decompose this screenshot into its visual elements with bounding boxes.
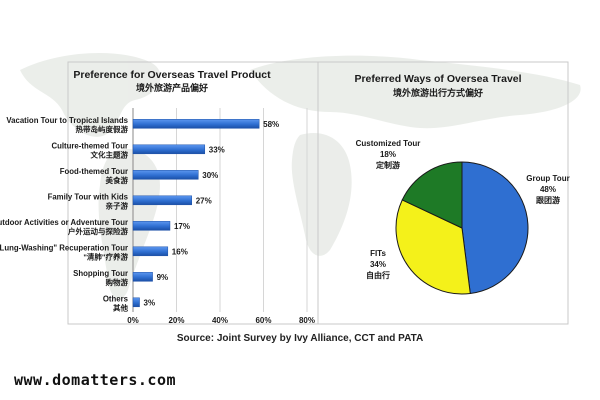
bar-value-label: 30% (202, 171, 218, 180)
slice-label-cn: 定制游 (375, 160, 400, 170)
bar-chart-subtitle: 境外旅游产品偏好 (136, 82, 208, 93)
category-label-cn: 文化主题游 (91, 149, 129, 159)
bar (132, 144, 206, 155)
category-label-cn: 热带岛屿度假游 (76, 124, 129, 134)
category-label: Outdoor Activities or Adventure Tour (0, 218, 128, 227)
slice-label: Group Tour (526, 174, 569, 183)
slice-label: Customized Tour (356, 139, 421, 148)
x-tick-label: 20% (168, 316, 184, 325)
x-tick-label: 0% (127, 316, 139, 325)
bar (132, 221, 171, 231)
bar-chart-x-ticks: 0% 20% 40% 60% 80% (127, 316, 315, 325)
source-note: Source: Joint Survey by Ivy Alliance, CC… (176, 333, 424, 344)
bar (132, 297, 140, 308)
category-label: Family Tour with Kids (48, 192, 129, 201)
bar-value-label: 33% (209, 145, 225, 154)
category-label-cn: 户外运动与探险游 (68, 226, 128, 236)
slice-value-label: 34% (370, 260, 386, 269)
x-tick-label: 80% (299, 316, 315, 325)
website-url: www.domatters.com (14, 371, 177, 389)
pie-chart-title: Preferred Ways of Oversea Travel (354, 73, 521, 85)
category-label: Food-themed Tour (60, 167, 128, 176)
category-label: Vacation Tour to Tropical Islands (6, 116, 128, 125)
slice-value-label: 18% (380, 150, 396, 159)
x-tick-label: 40% (212, 316, 228, 325)
slice-value-label: 48% (540, 185, 556, 194)
category-label: Others (103, 294, 129, 303)
x-tick-label: 60% (255, 316, 271, 325)
slice-label-cn: 自由行 (366, 270, 390, 280)
bar-value-label: 58% (263, 120, 279, 129)
pie-chart-subtitle: 境外旅游出行方式偏好 (393, 87, 483, 98)
bar-value-label: 27% (196, 196, 212, 205)
category-label-cn: 购物游 (106, 277, 129, 287)
bar-value-label: 9% (157, 273, 169, 282)
category-label-cn: 美食游 (106, 175, 129, 185)
bar-chart-gridlines (176, 108, 308, 312)
bar (132, 246, 169, 257)
bar-value-label: 16% (172, 247, 188, 256)
category-label: "Lung-Washing" Recuperation Tour (0, 243, 128, 252)
pie-slice (401, 161, 463, 229)
slice-label-cn: 跟团游 (536, 195, 560, 205)
slice-label: FITs (370, 249, 386, 258)
bar-value-label: 17% (174, 222, 190, 231)
pie-slice (461, 161, 529, 295)
bar-value-label: 3% (144, 298, 156, 307)
bar (132, 272, 153, 282)
bar-chart-marks: 58% Vacation Tour to Tropical Islands热带岛屿… (0, 116, 279, 313)
pie-chart-labels: Group Tour 48%跟团游 FITs 34%自由行 Customized Tou… (356, 139, 570, 280)
bar (132, 195, 192, 206)
pie-chart-marks (395, 161, 529, 295)
category-label: Culture-themed Tour (51, 141, 128, 150)
bar-chart-title: Preference for Overseas Travel Product (73, 69, 271, 81)
category-label: Shopping Tour (73, 269, 128, 278)
category-label-cn: "清肺"疗养游 (83, 251, 128, 261)
bar (132, 119, 260, 129)
bar (132, 170, 199, 180)
category-label-cn: 其他 (113, 302, 128, 312)
right-chart-panel (317, 61, 569, 325)
category-label-cn: 亲子游 (106, 200, 129, 210)
